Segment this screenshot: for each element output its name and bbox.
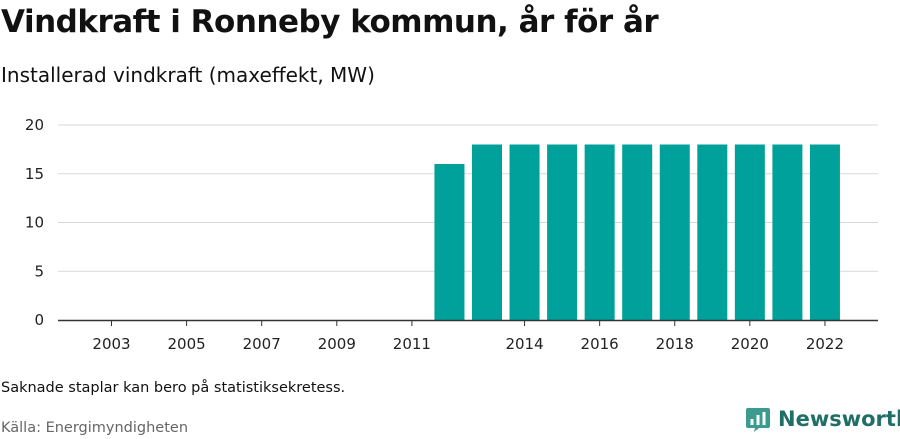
- footnote: Saknade staplar kan bero på statistiksek…: [1, 380, 346, 396]
- bar: [772, 144, 803, 320]
- x-tick-label: 2022: [806, 335, 844, 353]
- bar: [472, 144, 502, 320]
- bar: [809, 144, 840, 320]
- brand-name: Newsworthy: [778, 407, 900, 431]
- bar-chart: 0 5 10 15 20 2003 2005 2007 2009 2011 2014 2016 2018…: [25, 116, 878, 353]
- chart-subtitle: Installerad vindkraft (maxeffekt, MW): [1, 63, 375, 87]
- x-tick-label: 2007: [243, 335, 281, 353]
- bar: [509, 144, 540, 320]
- y-tick-label: 10: [25, 214, 44, 232]
- bar: [584, 144, 615, 320]
- x-tick-label: 2009: [318, 335, 356, 353]
- x-tick-label: 2016: [581, 335, 619, 353]
- x-tick-label: 2005: [168, 335, 206, 353]
- x-tick-label: 2018: [656, 335, 694, 353]
- x-tick-label: 2020: [731, 335, 769, 353]
- y-tick-label: 5: [34, 262, 44, 280]
- x-tick-label: 2003: [92, 335, 130, 353]
- brand-logo: Newsworthy: [745, 406, 900, 432]
- chart-title: Vindkraft i Ronneby kommun, år för år: [1, 4, 659, 40]
- y-tick-label: 15: [25, 165, 44, 183]
- bar: [547, 144, 578, 320]
- bar: [659, 144, 690, 320]
- bar: [734, 144, 765, 320]
- bar: [622, 144, 653, 320]
- x-tick-label: 2014: [505, 335, 543, 353]
- source-credit: Källa: Energimyndigheten: [1, 420, 189, 436]
- x-tick-label: 2011: [393, 335, 431, 353]
- y-tick-label: 20: [25, 116, 44, 134]
- bar: [434, 164, 465, 320]
- y-tick-label: 0: [34, 311, 44, 329]
- bar-chart-logo-icon: [746, 408, 770, 432]
- bar: [697, 144, 728, 320]
